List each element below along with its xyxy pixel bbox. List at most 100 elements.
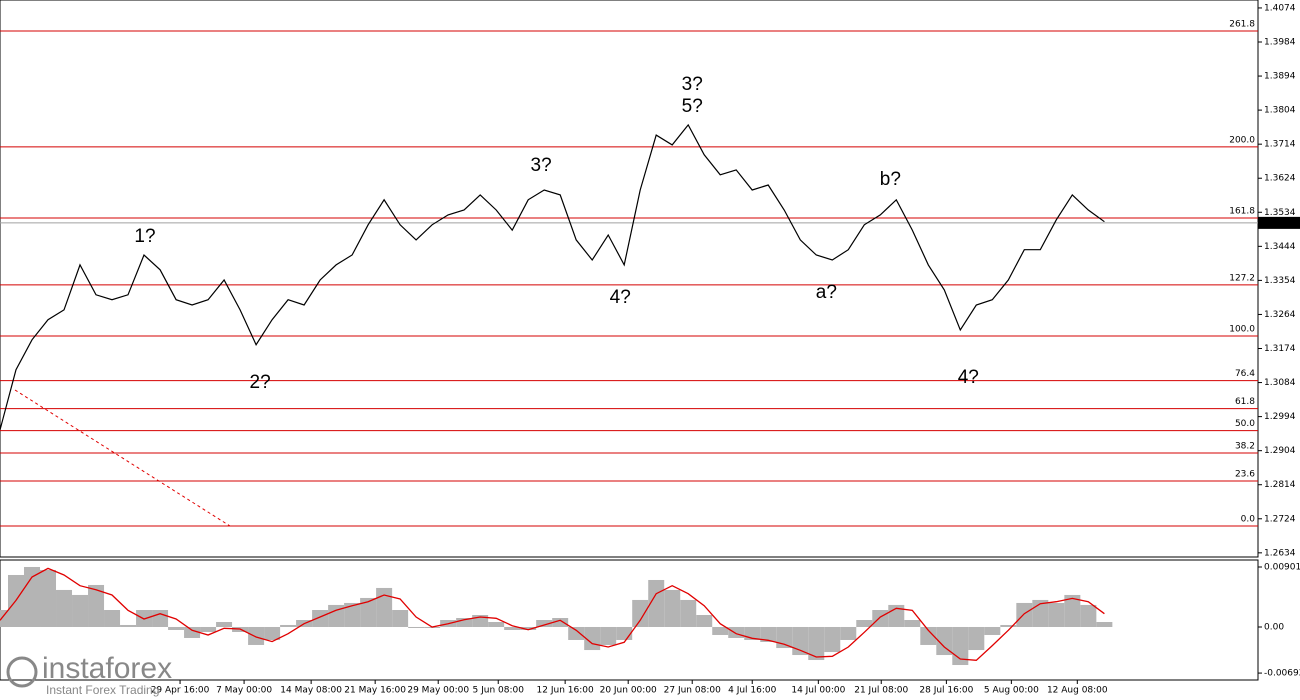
- histogram-bar: [1064, 594, 1081, 627]
- last-price-box: [1258, 216, 1300, 229]
- fib-label: 261.8: [1229, 20, 1255, 30]
- wave-label: 3?: [682, 74, 703, 95]
- x-tick-label: 5 Aug 00:00: [984, 686, 1039, 696]
- histogram-bar: [456, 618, 473, 627]
- histogram-bar: [680, 599, 697, 627]
- fib-label: 61.8: [1235, 397, 1255, 407]
- fib-label: 161.8: [1229, 206, 1255, 216]
- signal-line: [0, 567, 1105, 661]
- y-tick-label: 1.4074: [1264, 3, 1296, 13]
- histogram-bar: [856, 620, 873, 627]
- y-tick-label: 1.2634: [1264, 548, 1296, 558]
- histogram-bar: [328, 604, 345, 627]
- y-tick-label: 1.2904: [1264, 446, 1296, 456]
- fib-label: 76.4: [1235, 369, 1255, 379]
- x-tick-label: 7 May 00:00: [216, 686, 272, 696]
- watermark: instaforex Instant Forex Trading: [6, 652, 172, 697]
- histogram-bar: [824, 626, 841, 653]
- y-tick-label: 1.3984: [1264, 38, 1296, 48]
- histogram-bar: [632, 599, 649, 627]
- histogram-bar: [0, 610, 9, 627]
- x-tick-label: 21 Jul 08:00: [854, 686, 908, 696]
- histogram-bar: [504, 626, 521, 630]
- histogram-bar: [920, 626, 937, 645]
- histogram-bar: [168, 626, 185, 630]
- y-tick-label: -0.00692: [1264, 669, 1300, 679]
- histogram-bar: [40, 569, 57, 627]
- wave-label: 2?: [250, 372, 271, 393]
- histogram-bar: [840, 626, 857, 640]
- histogram-bar: [600, 626, 617, 645]
- x-tick-label: 12 Aug 08:00: [1047, 686, 1108, 696]
- y-tick-label: 1.2814: [1264, 480, 1296, 490]
- fib-label: 200.0: [1229, 135, 1255, 145]
- histogram-bar: [248, 626, 265, 645]
- histogram-bar: [984, 626, 1001, 635]
- histogram-bar: [104, 610, 121, 627]
- fib-label: 100.0: [1229, 325, 1255, 335]
- histogram-bar: [1048, 602, 1065, 627]
- histogram-bar: [520, 626, 537, 630]
- histogram-bar: [344, 602, 361, 627]
- histogram-bar: [392, 610, 409, 627]
- x-tick-label: 20 Jun 00:00: [600, 686, 657, 696]
- y-tick-label: 1.2724: [1264, 514, 1296, 524]
- histogram-bar: [664, 589, 681, 627]
- x-tick-label: 4 Jul 16:00: [728, 686, 777, 696]
- x-tick-label: 14 May 08:00: [280, 686, 342, 696]
- x-tick-label: 5 Jun 08:00: [473, 686, 525, 696]
- histogram-bar: [728, 626, 745, 638]
- histogram-bar: [552, 618, 569, 627]
- wave-label: 3?: [531, 155, 552, 176]
- logo: [6, 656, 38, 688]
- watermark-brand: instaforex: [42, 652, 172, 685]
- fib-label: 50.0: [1235, 419, 1255, 429]
- y-tick-label: 1.3264: [1264, 310, 1296, 320]
- histogram-bar: [1016, 602, 1033, 627]
- histogram-bar: [264, 626, 281, 640]
- price-line: [0, 123, 1105, 431]
- x-tick-label: 29 May 00:00: [407, 686, 469, 696]
- histogram-bar: [280, 624, 297, 627]
- histogram-bar: [216, 621, 233, 627]
- histogram-bar: [488, 621, 505, 627]
- histogram-bar: [1000, 624, 1017, 627]
- wave-label: b?: [880, 169, 901, 190]
- y-tick-label: 1.3894: [1264, 72, 1296, 82]
- histogram-bar: [376, 587, 393, 627]
- y-tick-label: 1.3534: [1264, 208, 1296, 218]
- y-tick-label: 1.3354: [1264, 276, 1296, 286]
- wave-label: 1?: [134, 226, 155, 247]
- fib-label: 38.2: [1235, 441, 1255, 451]
- trend-line: [14, 389, 231, 527]
- price-panel: [0, 0, 1259, 558]
- x-tick-label: 29 Apr 16:00: [151, 686, 210, 696]
- histogram-bar: [184, 626, 201, 638]
- histogram-bar: [1080, 604, 1097, 627]
- histogram-bar: [792, 626, 809, 656]
- y-tick-label: 1.3444: [1264, 242, 1296, 252]
- y-tick-label: 0.00: [1264, 622, 1284, 632]
- histogram-bar: [808, 626, 825, 661]
- fib-label: 23.6: [1235, 469, 1255, 479]
- x-tick-label: 28 Jul 16:00: [919, 686, 973, 696]
- y-tick-label: 1.3714: [1264, 140, 1296, 150]
- y-tick-label: 1.3174: [1264, 344, 1296, 354]
- histogram-bar: [904, 620, 921, 627]
- wave-label: a?: [816, 282, 837, 303]
- histogram-bar: [1096, 621, 1113, 627]
- histogram-bar: [72, 594, 89, 627]
- histogram-bar: [408, 626, 425, 628]
- histogram-bar: [936, 626, 953, 656]
- fib-label: 0.0: [1241, 514, 1256, 524]
- histogram-bar: [712, 626, 729, 635]
- x-tick-label: 27 Jun 08:00: [664, 686, 721, 696]
- histogram-bar: [536, 620, 553, 627]
- histogram-bar: [360, 597, 377, 627]
- watermark-tagline: Instant Forex Trading: [46, 683, 159, 697]
- last-price-label: 1.3506: [1264, 218, 1296, 228]
- histogram-bar: [568, 626, 585, 640]
- wave-label: 4?: [958, 367, 979, 388]
- histogram-bar: [760, 626, 777, 642]
